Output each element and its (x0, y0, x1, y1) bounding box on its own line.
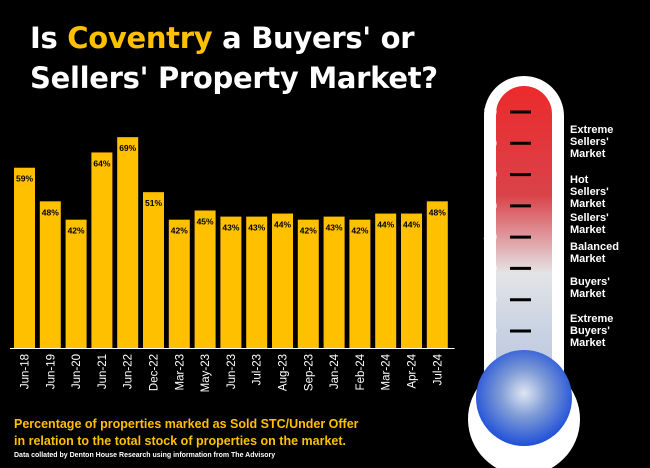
x-tick-label: Mar-24 (381, 353, 393, 390)
bar-value-label: 44% (377, 220, 394, 230)
bar-Jul-23 (246, 216, 268, 348)
title-highlight: Coventry (67, 21, 213, 55)
bar-value-label: 43% (222, 223, 239, 233)
bar-Jul-24 (426, 201, 448, 348)
market-label-line: Sellers' (570, 186, 609, 198)
market-label-line: Buyers' (570, 276, 610, 288)
market-label: Balanced Market (570, 241, 650, 265)
x-tick-label: Sep-23 (303, 354, 315, 391)
bar-Feb-24 (349, 219, 371, 348)
market-label-line: Market (570, 198, 606, 210)
market-label: Buyers' Market (570, 276, 650, 300)
bar-value-label: 69% (119, 143, 136, 153)
thermometer: 80 70 60 50 40 30 20 10 (468, 76, 580, 468)
market-label: Extreme Sellers' Market (570, 124, 650, 160)
bar-Jun-19 (39, 201, 61, 348)
bar-Mar-23 (168, 219, 190, 348)
bar-value-label: 42% (300, 226, 317, 236)
title-part2: a Buyers' or (212, 21, 415, 55)
bar-value-label: 43% (248, 223, 265, 233)
x-tick-label: Jun-21 (97, 354, 109, 389)
bar-Jun-21 (91, 152, 113, 348)
title-part1: Is (30, 21, 68, 55)
market-label-line: Balanced (570, 241, 619, 253)
thermometer-tick-label: 80 (484, 105, 498, 119)
x-tick-label: Mar-23 (174, 354, 186, 390)
bar-value-label: 44% (274, 220, 291, 230)
market-label: Extreme Buyers' Market (570, 313, 650, 349)
thermometer-tick-label: 10 (484, 324, 498, 338)
thermometer-tube (496, 86, 552, 398)
market-label-line: Sellers' (570, 212, 609, 224)
x-tick-label: Jul-23 (252, 354, 264, 385)
bar-value-label: 43% (326, 223, 343, 233)
bar-Aug-23 (272, 213, 293, 348)
caption-line2: in relation to the total stock of proper… (14, 434, 346, 448)
x-tick-label: Jan-24 (329, 353, 341, 389)
bar-value-label: 48% (42, 207, 59, 217)
x-tick-label: Jul-24 (432, 353, 444, 385)
bar-value-label: 42% (351, 226, 368, 236)
x-tick-label: Dec-22 (149, 354, 161, 391)
thermometer-tick-label: 20 (484, 293, 498, 307)
x-tick-label: Apr-24 (407, 353, 419, 388)
thermometer-bulb (476, 350, 572, 446)
bars-group: 59% Jun-18 48% Jun-19 42% Jun-20 64% Jun-21 69% J… (14, 137, 448, 392)
x-tick-label: May-23 (200, 354, 212, 392)
bar-Jan-24 (323, 216, 345, 348)
market-label-line: Market (570, 148, 606, 160)
market-label-line: Market (570, 224, 606, 236)
thermometer-tick-label: 40 (484, 230, 498, 244)
bar-Apr-24 (401, 213, 422, 348)
x-tick-label: Jun-19 (45, 354, 57, 389)
bar-value-label: 44% (403, 220, 420, 230)
market-label-line: Extreme (570, 124, 614, 136)
bar-Jun-18 (14, 167, 35, 348)
x-tick-label: Jun-18 (20, 354, 32, 389)
thermometer-tick-label: 50 (484, 199, 498, 213)
thermometer-tick-label: 60 (484, 168, 498, 182)
market-label-line: Market (570, 253, 606, 265)
market-label-line: Market (570, 288, 606, 300)
thermometer-tick-label: 30 (484, 261, 498, 275)
chart-caption: Percentage of properties marked as Sold … (14, 416, 394, 450)
bar-Dec-22 (143, 192, 164, 348)
title-line2: Sellers' Property Market? (30, 61, 438, 95)
thermometer-tick-label: 70 (484, 136, 498, 150)
market-label-line: Buyers' (570, 325, 610, 337)
market-label-line: Market (570, 337, 606, 349)
x-tick-label: Jun-20 (71, 354, 83, 389)
bar-value-label: 45% (197, 217, 214, 227)
market-label-line: Hot (570, 174, 589, 186)
bar-Jun-22 (117, 137, 139, 348)
bar-Sep-23 (297, 219, 319, 348)
bar-Jun-20 (65, 219, 87, 348)
bar-May-23 (194, 210, 216, 348)
bar-value-label: 59% (16, 174, 33, 184)
x-tick-label: Jun-22 (123, 354, 135, 389)
market-label: Hot Sellers' Market (570, 174, 650, 210)
x-tick-label: Jun-23 (226, 354, 238, 389)
market-label: Sellers' Market (570, 212, 650, 236)
market-label-line: Extreme (570, 313, 614, 325)
x-tick-label: Feb-24 (355, 353, 367, 390)
bar-value-label: 42% (68, 226, 85, 236)
bar-Mar-24 (375, 213, 397, 348)
bar-value-label: 51% (145, 198, 162, 208)
caption-line1: Percentage of properties marked as Sold … (14, 417, 359, 431)
chart-title: Is Coventry a Buyers' or Sellers' Proper… (30, 18, 470, 98)
x-tick-label: Aug-23 (278, 354, 290, 391)
market-label-line: Sellers' (570, 136, 609, 148)
bar-Jun-23 (220, 216, 242, 348)
bar-value-label: 64% (93, 158, 110, 168)
bar-value-label: 42% (171, 226, 188, 236)
source-note: Data collated by Denton House Research u… (14, 452, 276, 459)
bar-value-label: 48% (429, 207, 446, 217)
